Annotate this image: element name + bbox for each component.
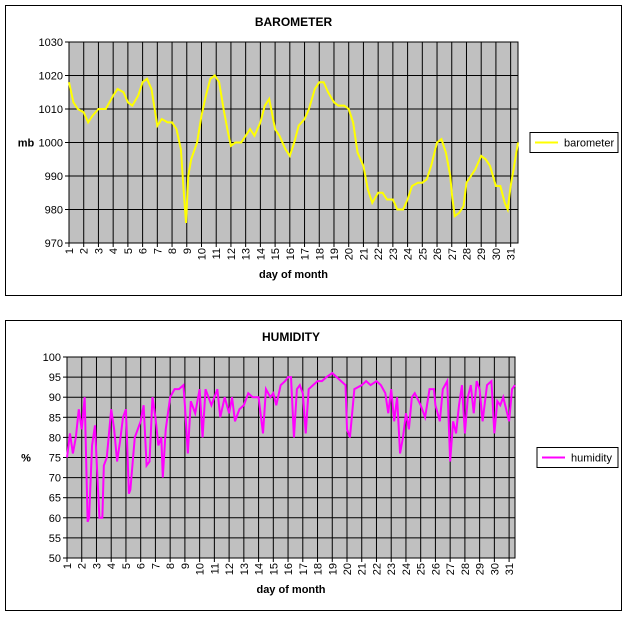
x-tick-label: 19 bbox=[329, 248, 341, 260]
y-tick-label: 1000 bbox=[39, 138, 63, 150]
x-tick-label: 24 bbox=[403, 248, 415, 260]
x-tick-label: 7 bbox=[150, 563, 162, 569]
x-tick-label: 27 bbox=[445, 563, 457, 575]
x-tick-label: 6 bbox=[136, 563, 148, 569]
x-tick-label: 7 bbox=[152, 248, 164, 254]
x-tick-label: 23 bbox=[386, 563, 398, 575]
y-tick-label: 100 bbox=[43, 352, 61, 364]
x-tick-label: 3 bbox=[93, 248, 105, 254]
x-tick-label: 25 bbox=[417, 248, 429, 260]
x-tick-label: 1 bbox=[64, 248, 76, 254]
y-tick-label: 95 bbox=[49, 372, 61, 384]
x-tick-label: 13 bbox=[241, 248, 253, 260]
x-tick-label: 26 bbox=[432, 248, 444, 260]
x-tick-label: 27 bbox=[447, 248, 459, 260]
x-tick-label: 31 bbox=[506, 248, 518, 260]
y-tick-label: 65 bbox=[49, 493, 61, 505]
x-tick-label: 20 bbox=[342, 563, 354, 575]
x-tick-label: 11 bbox=[209, 563, 221, 574]
x-tick-label: 16 bbox=[283, 563, 295, 575]
x-tick-label: 10 bbox=[196, 248, 208, 260]
y-tick-label: 50 bbox=[49, 553, 61, 565]
x-tick-label: 23 bbox=[388, 248, 400, 260]
y-tick-label: 1030 bbox=[39, 37, 63, 49]
x-tick-label: 20 bbox=[344, 248, 356, 260]
data-line bbox=[66, 371, 516, 523]
legend-box bbox=[529, 132, 619, 153]
x-tick-label: 8 bbox=[165, 563, 177, 569]
chart-title: HUMIDITY bbox=[262, 330, 320, 344]
x-tick-label: 2 bbox=[77, 563, 89, 569]
y-tick-label: 55 bbox=[49, 533, 61, 545]
x-tick-label: 5 bbox=[123, 248, 135, 254]
x-tick-label: 12 bbox=[224, 563, 236, 575]
x-axis-label: day of month bbox=[256, 584, 325, 596]
x-tick-label: 18 bbox=[313, 563, 325, 575]
y-tick-label: 75 bbox=[49, 453, 61, 465]
x-tick-label: 3 bbox=[91, 563, 103, 569]
x-tick-label: 15 bbox=[270, 248, 282, 260]
x-tick-label: 28 bbox=[461, 248, 473, 260]
x-tick-label: 4 bbox=[108, 248, 120, 254]
y-tick-label: 970 bbox=[45, 238, 63, 250]
x-tick-label: 30 bbox=[489, 563, 501, 575]
legend-box bbox=[536, 447, 619, 468]
x-tick-label: 8 bbox=[167, 248, 179, 254]
legend-label: barometer bbox=[564, 138, 614, 150]
x-tick-label: 30 bbox=[491, 248, 503, 260]
x-tick-label: 25 bbox=[416, 563, 428, 575]
x-tick-label: 19 bbox=[327, 563, 339, 575]
y-tick-label: 1020 bbox=[39, 71, 63, 83]
y-tick-label: 85 bbox=[49, 412, 61, 424]
x-tick-label: 10 bbox=[195, 563, 207, 575]
y-tick-label: 60 bbox=[49, 513, 61, 525]
x-tick-label: 15 bbox=[268, 563, 280, 575]
x-tick-label: 2 bbox=[79, 248, 91, 254]
y-axis-label: % bbox=[21, 453, 31, 465]
x-tick-label: 24 bbox=[401, 563, 413, 575]
y-tick-label: 70 bbox=[49, 473, 61, 485]
chart-title: BAROMETER bbox=[255, 15, 333, 29]
x-tick-label: 17 bbox=[300, 248, 312, 260]
x-tick-label: 22 bbox=[371, 563, 383, 575]
x-tick-label: 31 bbox=[504, 563, 516, 575]
x-tick-label: 28 bbox=[460, 563, 472, 575]
x-tick-label: 5 bbox=[121, 563, 133, 569]
x-tick-label: 9 bbox=[182, 248, 194, 254]
data-line bbox=[68, 74, 519, 223]
x-tick-label: 12 bbox=[226, 248, 238, 260]
x-tick-label: 29 bbox=[476, 248, 488, 260]
x-tick-label: 17 bbox=[298, 563, 310, 575]
x-tick-label: 22 bbox=[373, 248, 385, 260]
x-tick-label: 14 bbox=[255, 248, 267, 260]
y-tick-label: 980 bbox=[45, 205, 63, 217]
x-tick-label: 9 bbox=[180, 563, 192, 569]
y-tick-label: 990 bbox=[45, 171, 63, 183]
x-tick-label: 13 bbox=[239, 563, 251, 575]
x-tick-label: 14 bbox=[254, 563, 266, 575]
x-tick-label: 11 bbox=[211, 248, 223, 259]
x-tick-label: 29 bbox=[475, 563, 487, 575]
x-axis-label: day of month bbox=[259, 269, 328, 281]
y-axis-label: mb bbox=[18, 138, 35, 150]
x-tick-label: 26 bbox=[430, 563, 442, 575]
y-tick-label: 90 bbox=[49, 392, 61, 404]
y-tick-label: 80 bbox=[49, 432, 61, 444]
x-tick-label: 18 bbox=[314, 248, 326, 260]
y-tick-label: 1010 bbox=[39, 104, 63, 116]
x-tick-label: 4 bbox=[106, 563, 118, 569]
x-tick-label: 16 bbox=[285, 248, 297, 260]
x-tick-label: 1 bbox=[62, 563, 74, 569]
legend-label: humidity bbox=[571, 453, 612, 465]
x-tick-label: 21 bbox=[357, 563, 369, 575]
x-tick-label: 21 bbox=[358, 248, 370, 260]
x-tick-label: 6 bbox=[138, 248, 150, 254]
